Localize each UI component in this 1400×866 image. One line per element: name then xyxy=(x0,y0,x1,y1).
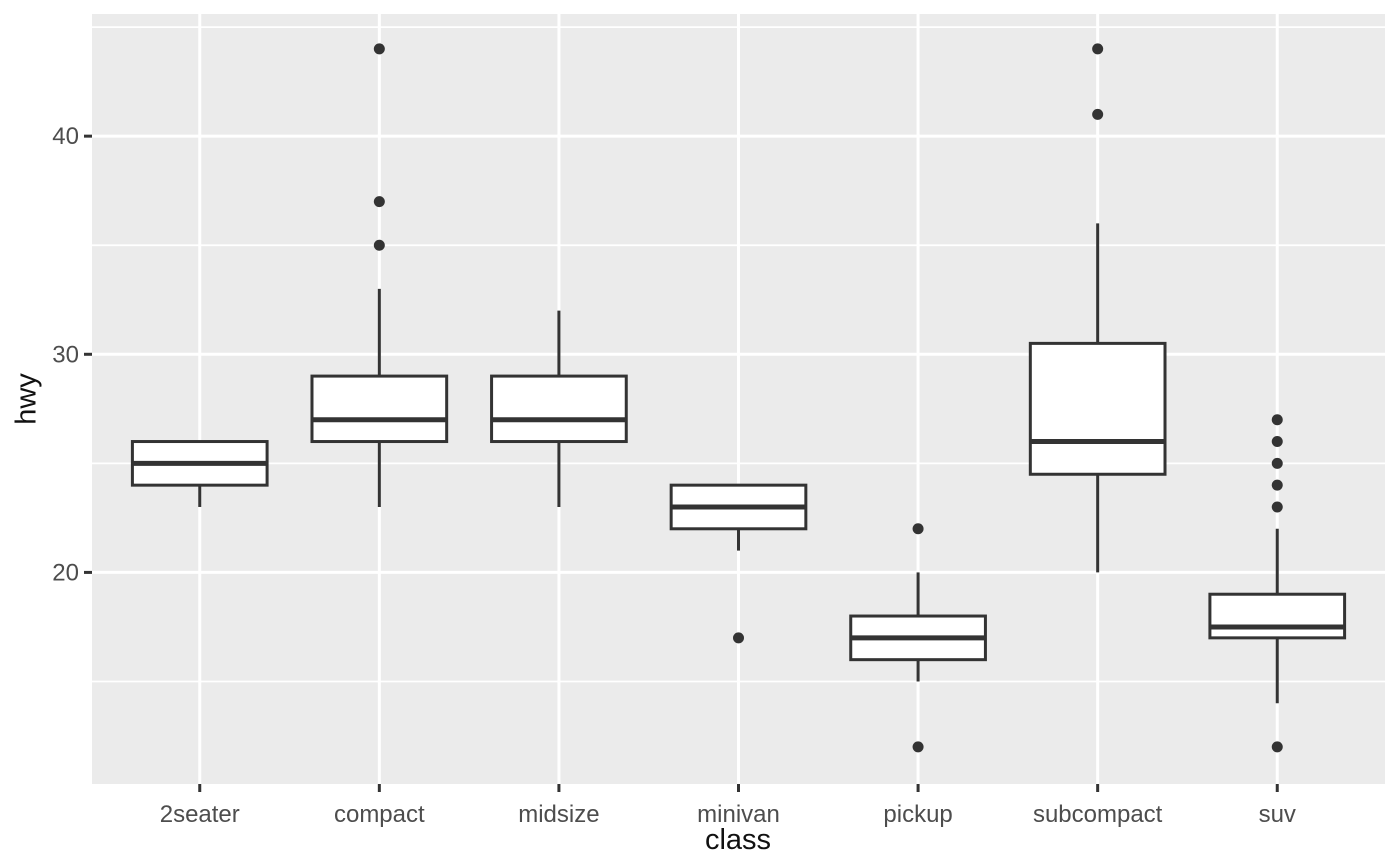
outlier-point xyxy=(1271,501,1283,513)
x-axis-title: class xyxy=(704,824,772,856)
outlier-point xyxy=(912,523,924,535)
outlier-point xyxy=(1092,108,1104,120)
outlier-point xyxy=(733,632,744,644)
x-tick-label: minivan xyxy=(697,801,780,828)
boxplot-pickup xyxy=(849,523,987,753)
y-tick-label: 30 xyxy=(52,341,79,368)
outlier-point xyxy=(1271,414,1283,426)
boxplot-midsize xyxy=(490,310,628,507)
outlier-point xyxy=(373,239,385,251)
boxplot-suv xyxy=(1208,414,1347,753)
y-axis-title: hwy xyxy=(10,373,43,425)
boxplot-minivan xyxy=(669,483,808,644)
outlier-point xyxy=(1271,479,1283,491)
y-tick-label: 20 xyxy=(52,559,79,586)
x-tick-label: compact xyxy=(334,801,425,828)
x-tick-label: suv xyxy=(1259,801,1296,828)
outlier-point xyxy=(1271,436,1283,448)
outlier-point xyxy=(1271,741,1283,753)
x-tick-label: midsize xyxy=(518,801,599,828)
outlier-point xyxy=(1092,43,1104,55)
iqr-box xyxy=(490,374,628,444)
iqr-box xyxy=(1028,341,1167,476)
outlier-point xyxy=(373,196,385,208)
outlier-point xyxy=(373,43,385,55)
boxplot-subcompact xyxy=(1028,43,1167,573)
x-tick-label: 2seater xyxy=(160,801,240,828)
x-tick-label: pickup xyxy=(883,801,952,828)
iqr-box xyxy=(1208,592,1347,640)
outlier-point xyxy=(912,741,924,753)
x-tick-label: subcompact xyxy=(1033,801,1163,828)
outlier-point xyxy=(1271,457,1283,469)
y-tick-label: 40 xyxy=(52,123,79,150)
boxplot-compact xyxy=(310,43,449,507)
iqr-box xyxy=(310,374,449,444)
boxplot-2seater xyxy=(130,440,269,507)
